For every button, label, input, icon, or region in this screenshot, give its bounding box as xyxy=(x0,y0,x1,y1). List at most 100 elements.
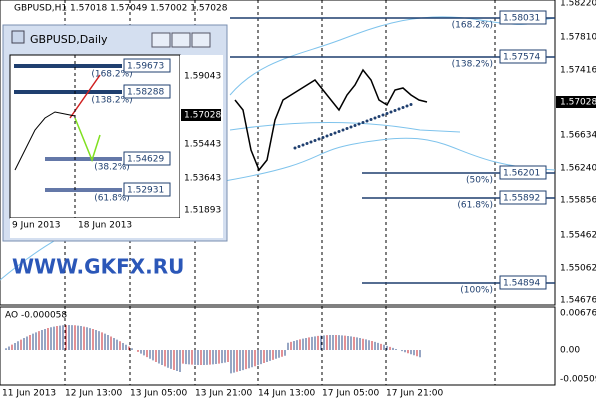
fibo-price-box xyxy=(499,49,547,64)
inset-price: 1.58288 xyxy=(127,88,164,98)
indicator-label: -0.00509 xyxy=(560,375,596,385)
parabolic-dot xyxy=(321,136,325,139)
fibo-price-box xyxy=(499,165,547,180)
mid-band xyxy=(229,122,461,133)
time-label: 12 Jun 13:00 xyxy=(65,389,122,399)
inset-price: 1.52931 xyxy=(127,186,164,196)
price-label: 1.57416 xyxy=(560,66,596,76)
price-label: 1.56634 xyxy=(560,131,596,141)
parabolic-dot xyxy=(341,128,345,132)
inset-price-label: 1.51893 xyxy=(184,206,221,216)
inset-fibo-percent: (38.2%) xyxy=(94,163,130,173)
price-label: 1.58220 xyxy=(560,0,596,9)
parabolic-dot xyxy=(409,103,413,106)
watermark: WWW.GKFX.RU xyxy=(12,255,184,279)
price-label: 1.55462 xyxy=(560,231,596,241)
window-icon xyxy=(11,30,25,44)
time-label: 17 Jun 05:00 xyxy=(322,389,379,399)
fibo-price-box xyxy=(499,10,547,25)
inset-price xyxy=(14,111,76,171)
parabolic-dot xyxy=(305,142,309,145)
price-label: 1.56240 xyxy=(560,164,596,174)
fibo-price: 1.57574 xyxy=(503,53,540,63)
parabolic-dot xyxy=(365,119,369,123)
minimize-button[interactable] xyxy=(151,32,171,48)
inset-price: 1.54629 xyxy=(127,155,164,165)
inset-price-label: 1.59043 xyxy=(184,72,221,82)
indicator-label: 0.006761 xyxy=(560,309,596,319)
inset-price-box xyxy=(123,84,171,99)
parabolic-dot xyxy=(353,124,357,127)
inset-price-label: 1.53643 xyxy=(184,174,221,184)
time-label: 11 Jun 2013 xyxy=(2,389,56,399)
parabolic-dot xyxy=(401,106,405,109)
fibo-price: 1.55892 xyxy=(503,194,540,204)
inset-price-box xyxy=(123,58,171,73)
parabolic-dot xyxy=(309,140,313,144)
inset-fibo-percent: (61.8%) xyxy=(94,194,130,204)
inset-price-box xyxy=(123,151,171,166)
parabolic-dot xyxy=(369,118,373,121)
parabolic-dot xyxy=(325,134,329,138)
inset-price-axis xyxy=(180,55,223,218)
fibo-price: 1.54894 xyxy=(503,279,540,289)
parabolic-dot xyxy=(301,143,305,147)
parabolic-dot xyxy=(389,110,393,114)
chart-header: GBPUSD,H1 1.57018 1.57049 1.57002 1.5702… xyxy=(14,4,228,14)
inset-price-label: 1.55443 xyxy=(184,140,221,150)
inset-price-box xyxy=(123,182,171,197)
fibo-percent: (168.2%) xyxy=(452,21,493,31)
time-label: 14 Jun 13:00 xyxy=(258,389,315,399)
parabolic-dot xyxy=(337,130,341,133)
inset-price: 1.59673 xyxy=(127,62,164,72)
parabolic-dot xyxy=(373,116,377,120)
fibo-percent: (50%) xyxy=(466,176,493,186)
fibo-price-box xyxy=(499,190,547,205)
inset-fibo-percent: (168.2%) xyxy=(91,70,132,80)
price-label: 1.55062 xyxy=(560,264,596,274)
parabolic-dot xyxy=(333,131,337,135)
fibo-price: 1.58031 xyxy=(503,14,540,24)
time-label: 17 Jun 21:00 xyxy=(386,389,443,399)
fibo-percent: (138.2%) xyxy=(452,60,493,70)
parabolic-dot xyxy=(317,137,321,141)
maximize-button[interactable] xyxy=(171,32,191,48)
parabolic-dot xyxy=(313,139,317,142)
indicator-title: AO -0.000058 xyxy=(5,311,67,321)
time-label: 13 Jun 21:00 xyxy=(195,389,252,399)
parabolic-dot xyxy=(377,115,381,118)
price-label: 1.54676 xyxy=(560,296,596,306)
parabolic-dot xyxy=(381,113,385,117)
parabolic-dot xyxy=(349,125,353,129)
inset-time-label: 18 Jun 2013 xyxy=(78,221,132,231)
current-price-box xyxy=(556,96,596,108)
inset-current-price xyxy=(181,109,221,121)
parabolic-dot xyxy=(405,104,409,108)
parabolic-dot xyxy=(345,127,349,130)
fibo-percent: (100%) xyxy=(460,286,493,296)
parabolic-dot xyxy=(393,109,397,112)
indicator-frame xyxy=(0,306,556,386)
inset-window: GBPUSD,Daily 1.59043 1.57028 1.55443 1.5364… xyxy=(2,24,228,242)
fibo-percent: (61.8%) xyxy=(457,201,493,211)
parabolic-dot xyxy=(297,145,301,148)
price-label: 1.55856 xyxy=(560,196,596,206)
fibo-price: 1.56201 xyxy=(503,169,540,179)
fibo-price-box xyxy=(499,275,547,290)
parabolic-dot xyxy=(329,133,333,136)
close-button[interactable] xyxy=(191,32,211,48)
inset-price-label: 1.57028 xyxy=(184,111,221,121)
price-label: 1.57810 xyxy=(560,33,596,43)
parabolic-dot xyxy=(397,107,401,111)
time-label: 13 Jun 05:00 xyxy=(130,389,187,399)
price-line xyxy=(234,68,428,172)
inset-green-line xyxy=(74,117,101,163)
inset-title: GBPUSD,Daily xyxy=(30,33,108,46)
inset-fibo-percent: (138.2%) xyxy=(91,96,132,106)
parabolic-dot xyxy=(357,122,361,126)
price-label: 1.57028 xyxy=(560,98,596,108)
inset-time-axis xyxy=(10,218,223,238)
inset-time-label: 9 Jun 2013 xyxy=(12,221,60,231)
